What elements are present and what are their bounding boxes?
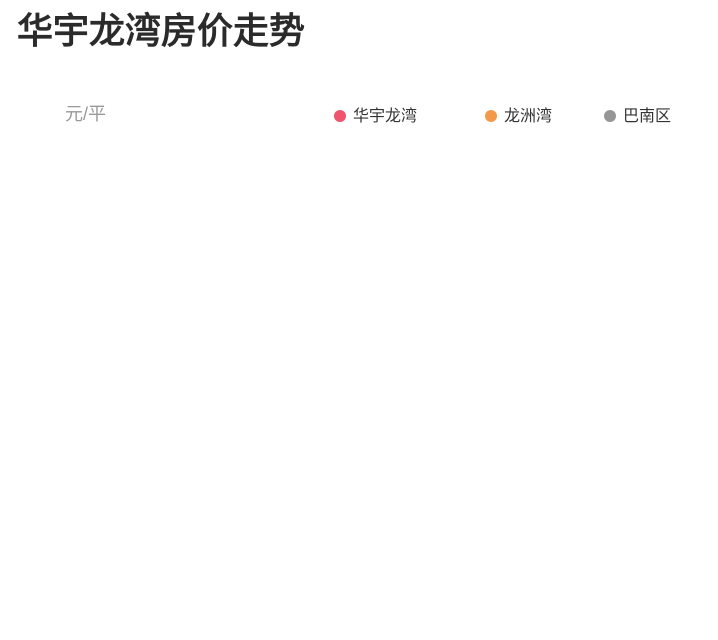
svg-text:龙洲湾: 龙洲湾 [504, 107, 552, 125]
svg-text:华宇龙湾: 华宇龙湾 [353, 107, 417, 125]
svg-text:巴南区: 巴南区 [623, 107, 671, 125]
